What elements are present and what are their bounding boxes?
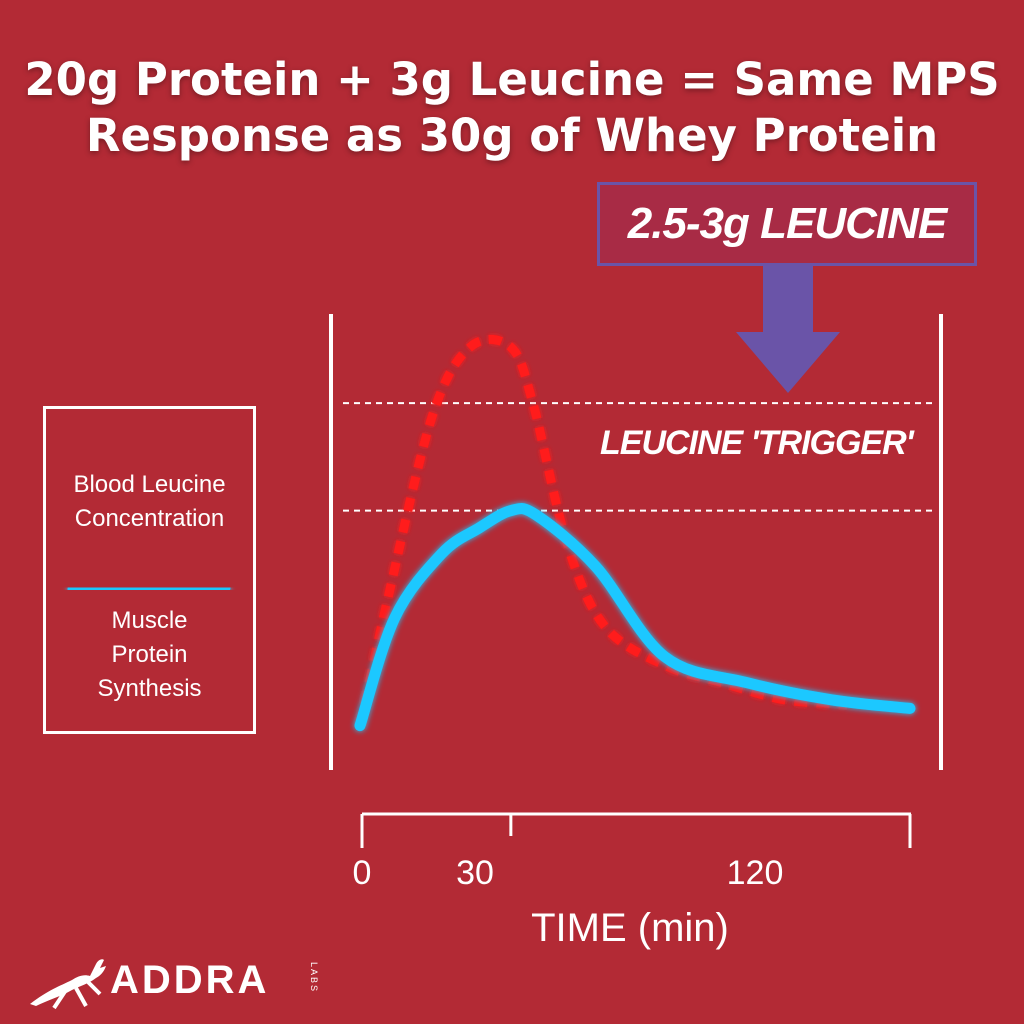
series-line-blood-leucine <box>355 334 848 727</box>
trigger-label: LEUCINE 'TRIGGER' <box>600 424 914 462</box>
brand-logo-text: ADDRA <box>110 958 270 1002</box>
callout-box <box>597 182 977 266</box>
title-line-2: Response as 30g of Whey Protein <box>85 109 939 162</box>
gazelle-icon <box>30 959 106 1010</box>
series-line-muscle-protein-synthesis <box>354 502 916 732</box>
x-axis-label: TIME (min) <box>531 906 729 950</box>
brand-logo-sub: LABS <box>309 962 319 994</box>
tick-label-0: 0 <box>352 854 372 892</box>
tick-label-30: 30 <box>456 854 494 892</box>
legend-label-leucine: Blood Leucine Concentration <box>73 471 226 532</box>
legend-swatch-mps <box>67 583 231 594</box>
legend-label-mps: Muscle Protein Synthesis <box>97 607 202 702</box>
title-line-1: 20g Protein + 3g Leucine = Same MPS <box>24 53 1000 106</box>
tick-label-120: 120 <box>726 854 784 892</box>
page-title: 20g Protein + 3g Leucine = Same MPS Resp… <box>0 52 1024 164</box>
legend-box <box>43 406 256 734</box>
down-arrow-icon <box>736 266 840 393</box>
callout-text: 2.5-3g LEUCINE <box>627 199 948 248</box>
